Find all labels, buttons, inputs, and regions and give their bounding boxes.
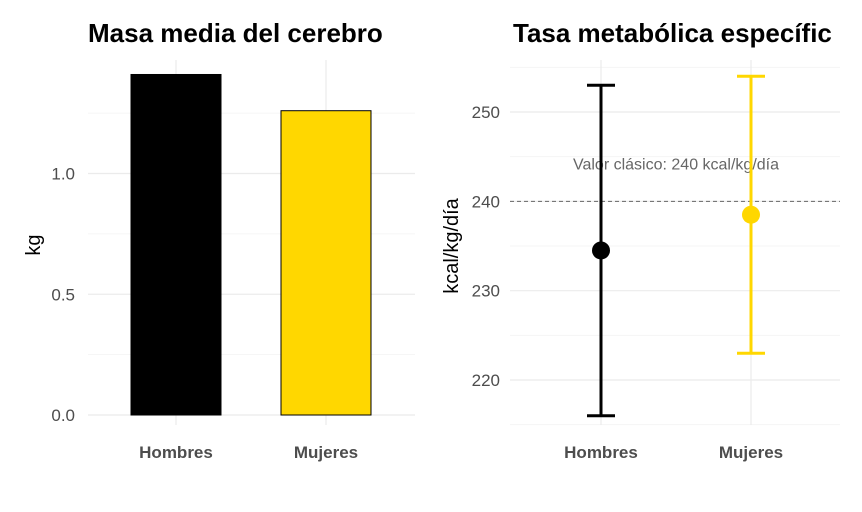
right-x-tick-labels: Hombres Mujeres: [564, 443, 783, 462]
left-chart-title: Masa media del cerebro: [88, 18, 383, 48]
bar-hombres: [130, 73, 222, 416]
left-y-tick-label: 0.0: [51, 406, 75, 425]
left-y-tick-labels: 0.0 0.5 1.0: [51, 165, 75, 426]
left-bars: [130, 73, 372, 416]
right-chart-title: Tasa metabólica específic: [513, 18, 832, 48]
mean-point: [742, 205, 760, 224]
right-y-tick-labels: 220 230 240 250: [472, 103, 500, 390]
brain-mass-panel: 0.0 0.5 1.0 Hombres Mujeres Masa media del …: [23, 18, 415, 462]
right-error-bars: [587, 74, 765, 418]
right-gridlines: [510, 60, 840, 426]
right-y-axis-label: kcal/kg/día: [441, 197, 463, 293]
right-y-tick-label: 240: [472, 192, 500, 211]
errorbar-hombres: [587, 83, 615, 418]
left-y-tick-label: 1.0: [51, 165, 75, 184]
errorbar-mujeres: [737, 74, 765, 355]
bar-mujeres: [280, 110, 372, 416]
right-y-tick-label: 250: [472, 103, 500, 122]
left-x-tick-label: Hombres: [139, 443, 213, 462]
metabolic-rate-panel: Valor clásico: 240 kcal/kg/día 220 230 240…: [441, 18, 840, 462]
reference-line-label: Valor clásico: 240 kcal/kg/día: [573, 156, 779, 173]
right-x-tick-label: Mujeres: [719, 443, 783, 462]
right-x-tick-label: Hombres: [564, 443, 638, 462]
right-y-tick-label: 220: [472, 371, 500, 390]
left-y-tick-label: 0.5: [51, 285, 75, 304]
left-y-axis-label: kg: [23, 234, 45, 255]
mean-point: [592, 241, 610, 260]
right-y-tick-label: 230: [472, 282, 500, 301]
left-x-tick-label: Mujeres: [294, 443, 358, 462]
left-x-tick-labels: Hombres Mujeres: [139, 443, 358, 462]
